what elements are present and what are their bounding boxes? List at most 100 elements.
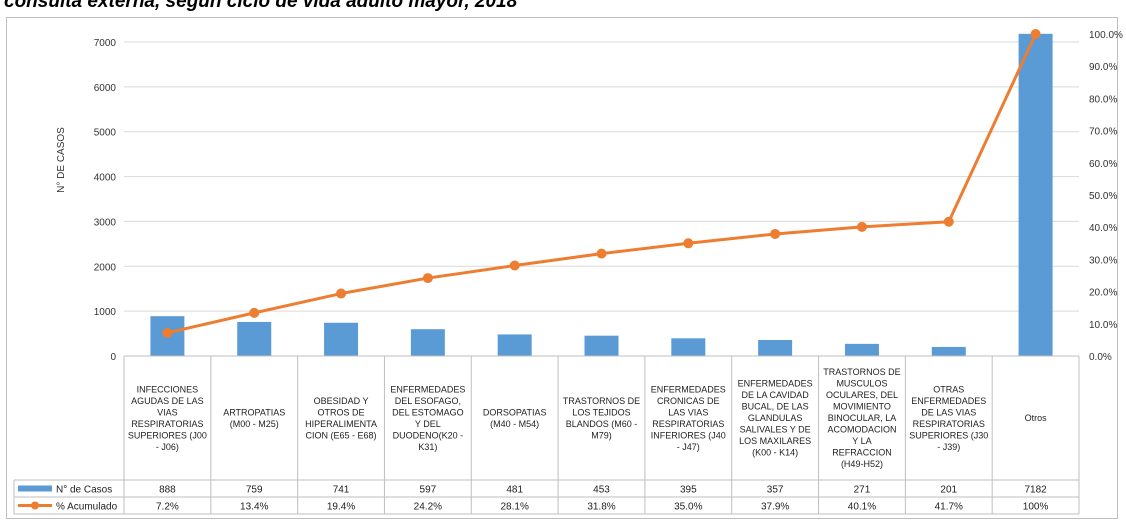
chart-frame (6, 17, 1118, 519)
category-label: - J39) (937, 442, 960, 452)
category-label: HIPERALIMENTA (305, 419, 377, 429)
category-label: (K00 - K14) (752, 448, 798, 458)
legend-key-bars (18, 485, 52, 492)
category-label: CRONICAS DE (657, 396, 720, 406)
line-point (770, 228, 781, 239)
bar (497, 334, 532, 356)
category-label: Otros (1025, 413, 1048, 423)
category-label: BUCAL, DE LAS (742, 402, 809, 412)
table-cell-acumulado: 37.9% (761, 502, 789, 513)
table-cell-acumulado: 35.0% (674, 502, 702, 513)
line-point (336, 288, 347, 299)
line-point (683, 238, 694, 249)
category-label: DORSOPATIAS (483, 407, 547, 417)
category-label: BLANDOS (M60 - (566, 419, 638, 429)
category-label: BINOCULAR, LA (828, 413, 897, 423)
category-label: ARTROPATIAS (223, 407, 285, 417)
table-cell-casos: 7182 (1024, 485, 1047, 496)
category-label: OBESIDAD Y (314, 396, 369, 406)
category-label: RESPIRATORIAS (131, 419, 203, 429)
category-label: CION (E65 - E68) (306, 430, 377, 440)
y2-tick-label: 90.0% (1089, 62, 1117, 73)
bar (1018, 33, 1053, 356)
y-tick-label: 3000 (94, 217, 117, 228)
y-axis-label: N° DE CASOS (56, 127, 67, 193)
category-label: VIAS (157, 407, 178, 417)
table-cell-acumulado: 13.4% (240, 502, 268, 513)
category-label: SUPERIORES (J30 (909, 430, 988, 440)
category-label: INFERIORES (J40 (651, 430, 726, 440)
category-label: ENFERMEDADES (738, 379, 813, 389)
y-tick-label: 5000 (94, 128, 117, 139)
category-label: DEL ESTOMAGO (392, 407, 464, 417)
y-tick-label: 4000 (94, 173, 117, 184)
y-tick-label: 7000 (94, 38, 117, 49)
category-label: INFECCIONES (137, 384, 199, 394)
category-label: DEL ESOFAGO, (395, 396, 461, 406)
chart-title: consulta externa, según ciclo de vida ad… (4, 0, 518, 12)
category-label: SUPERIORES (J00 (128, 430, 207, 440)
category-label: OTROS DE (318, 407, 365, 417)
y-tick-label: 1000 (94, 307, 117, 318)
line-point (162, 327, 173, 338)
category-label: GLANDULAS (748, 413, 803, 423)
y2-tick-label: 10.0% (1089, 320, 1117, 331)
y2-tick-label: 30.0% (1089, 255, 1117, 266)
category-label: MUSCULOS (836, 379, 887, 389)
bar (237, 321, 272, 356)
line-point (943, 216, 954, 227)
category-label: REFRACCION (832, 448, 892, 458)
line-point (422, 273, 433, 284)
category-label: - J06) (156, 442, 179, 452)
y2-tick-label: 40.0% (1089, 223, 1117, 234)
bar (931, 346, 966, 356)
table-cell-casos: 888 (159, 485, 176, 496)
cumulative-line (167, 33, 1037, 335)
y-tick-label: 0 (110, 352, 116, 363)
category-label: TRASTORNOS DE (823, 367, 900, 377)
legend-label-line: % Acumulado (56, 502, 118, 513)
table-cell-casos: 395 (680, 485, 697, 496)
category-label: (M00 - M25) (230, 419, 279, 429)
table-cell-casos: 597 (420, 485, 437, 496)
table-cell-casos: 481 (506, 485, 523, 496)
table-cell-acumulado: 24.2% (414, 502, 442, 513)
table-cell-casos: 453 (593, 485, 610, 496)
category-label: LOS TEJIDOS (572, 407, 630, 417)
category-label: ENFERMEDADES (651, 384, 726, 394)
y-tick-label: 2000 (94, 262, 117, 273)
table-cell-acumulado: 31.8% (587, 502, 615, 513)
category-label: ACOMODACION (827, 425, 896, 435)
table-cell-acumulado: 28.1% (501, 502, 529, 513)
category-label: Y LA (852, 436, 871, 446)
category-label: LAS VIAS (668, 407, 708, 417)
table-cell-casos: 357 (767, 485, 784, 496)
table-cell-acumulado: 100% (1023, 502, 1049, 513)
y2-tick-label: 100.0% (1089, 30, 1123, 41)
table-cell-acumulado: 19.4% (327, 502, 355, 513)
y2-tick-label: 50.0% (1089, 191, 1117, 202)
table-cell-acumulado: 40.1% (848, 502, 876, 513)
bar (324, 322, 359, 356)
category-label: (H49-H52) (841, 459, 883, 469)
y2-tick-label: 0.0% (1089, 352, 1112, 363)
category-label: RESPIRATORIAS (913, 419, 985, 429)
category-label: DE LAS VIAS (921, 407, 976, 417)
y-tick-label: 6000 (94, 83, 117, 94)
category-label: (M40 - M54) (490, 419, 539, 429)
category-label: DUODENO(K20 - (393, 430, 464, 440)
category-label: Y DEL (415, 419, 441, 429)
table-cell-casos: 201 (940, 485, 957, 496)
category-label: SALIVALES Y DE (740, 425, 811, 435)
table-cell-acumulado: 41.7% (935, 502, 963, 513)
legend-key-marker (31, 501, 39, 510)
y2-tick-label: 80.0% (1089, 94, 1117, 105)
category-label: DE LA CAVIDAD (741, 390, 809, 400)
table-cell-casos: 759 (246, 485, 263, 496)
category-label: AGUDAS DE LAS (131, 396, 204, 406)
bar (844, 343, 879, 356)
category-label: LOS MAXILARES (739, 436, 811, 446)
bar (671, 338, 706, 356)
bar (584, 335, 619, 356)
line-point (856, 221, 867, 232)
